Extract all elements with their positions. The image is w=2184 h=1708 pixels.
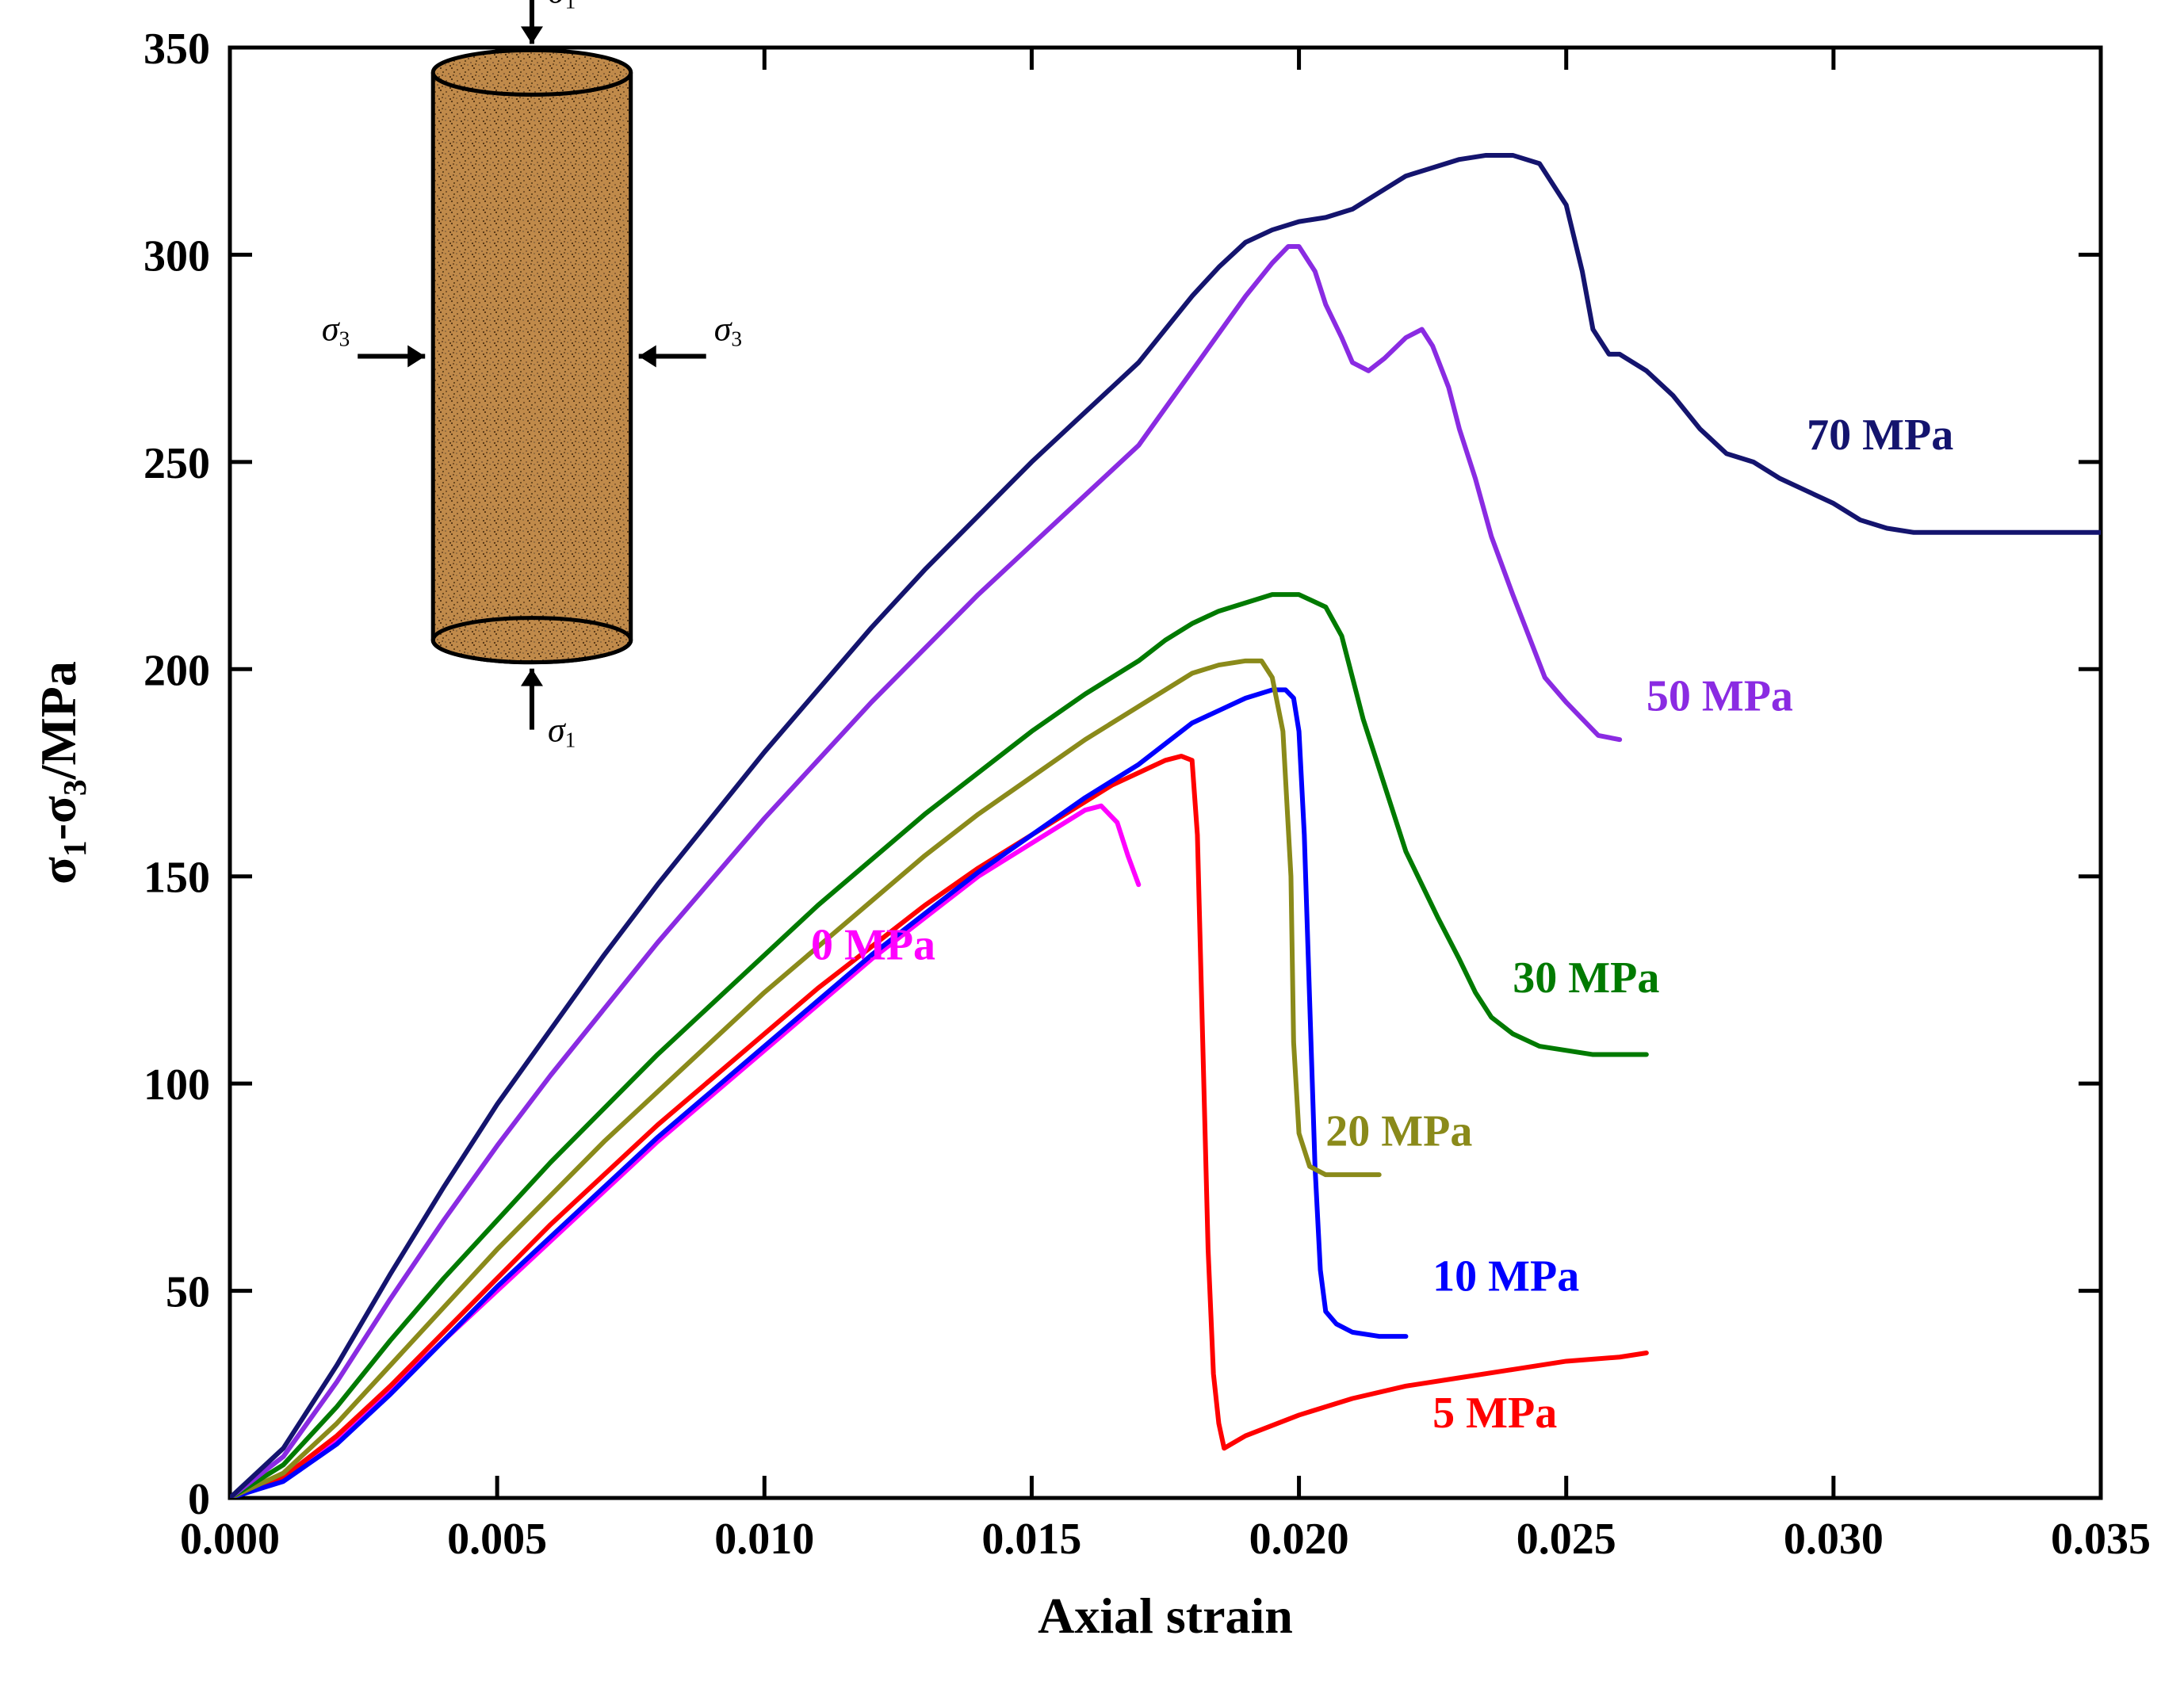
y-tick-label: 200 [143, 646, 210, 695]
y-tick-label: 350 [143, 25, 210, 74]
x-tick-label: 0.035 [2051, 1515, 2151, 1564]
series-label: 70 MPa [1807, 411, 1953, 460]
series-label: 5 MPa [1432, 1389, 1557, 1438]
y-tick-label: 250 [143, 439, 210, 488]
y-tick-label: 300 [143, 231, 210, 281]
y-tick-label: 0 [188, 1475, 210, 1524]
stress-strain-chart: 0.0000.0050.0100.0150.0200.0250.0300.035… [0, 0, 2184, 1708]
series-label: 0 MPa [811, 920, 935, 969]
x-tick-label: 0.010 [714, 1515, 814, 1564]
x-tick-label: 0.015 [981, 1515, 1081, 1564]
y-tick-label: 50 [166, 1268, 210, 1317]
series-label: 20 MPa [1325, 1107, 1472, 1156]
chart-container: 0.0000.0050.0100.0150.0200.0250.0300.035… [0, 0, 2184, 1708]
series-label: 10 MPa [1432, 1252, 1579, 1301]
series-label: 30 MPa [1513, 953, 1659, 1003]
y-tick-label: 100 [143, 1060, 210, 1110]
x-tick-label: 0.020 [1249, 1515, 1349, 1564]
series-label: 50 MPa [1647, 672, 1793, 721]
x-axis-title: Axial strain [1038, 1588, 1293, 1644]
x-tick-label: 0.030 [1784, 1515, 1884, 1564]
x-tick-label: 0.025 [1517, 1515, 1616, 1564]
y-tick-label: 150 [143, 854, 210, 903]
x-tick-label: 0.005 [447, 1515, 547, 1564]
